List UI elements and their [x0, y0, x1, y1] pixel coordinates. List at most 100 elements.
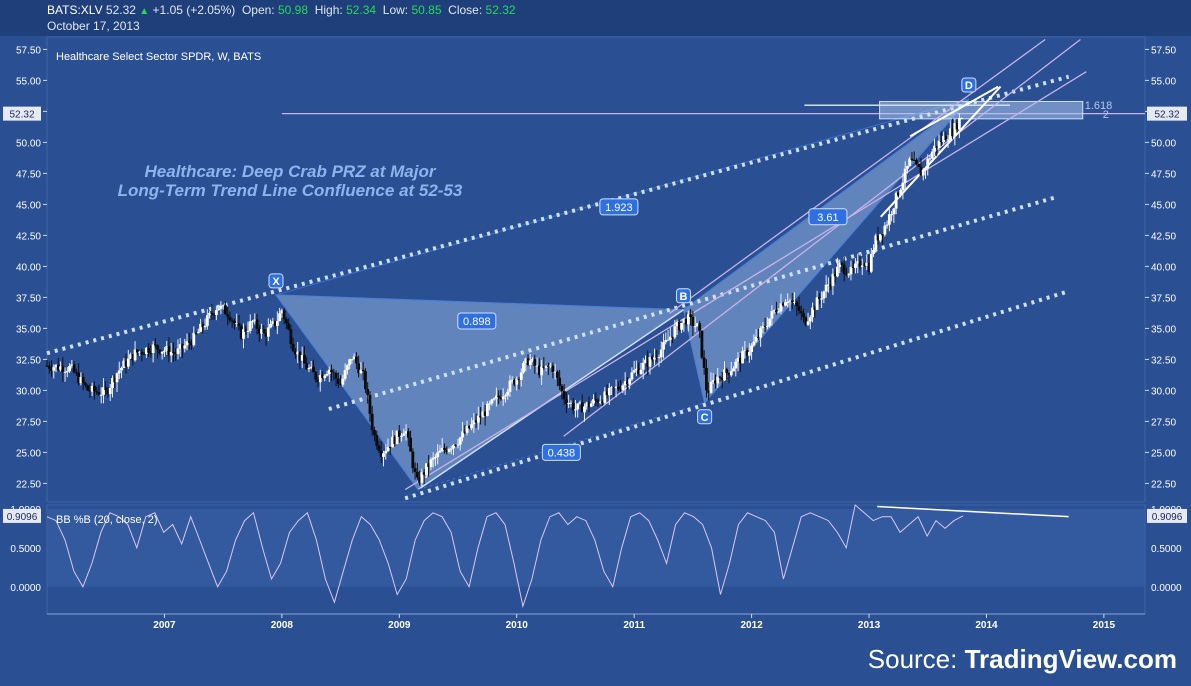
candle-body	[99, 394, 103, 396]
candle-body	[447, 449, 451, 452]
candle-body	[944, 135, 948, 141]
candle-body	[910, 158, 914, 160]
candle-body	[558, 377, 562, 386]
candle-body	[187, 341, 191, 343]
candle-body	[406, 431, 410, 438]
candle-body	[569, 402, 573, 404]
candle-body	[659, 349, 663, 358]
osc-tick-label-left: 0.5000	[10, 544, 41, 555]
candle-body	[727, 372, 731, 376]
candle-body	[531, 358, 534, 361]
candle-body	[203, 325, 207, 328]
y-tick-label-right: 55.00	[1151, 76, 1176, 87]
candle-body	[165, 346, 169, 351]
channel-line	[563, 38, 1081, 437]
candle-body	[705, 367, 708, 391]
candle-body	[316, 379, 320, 383]
candle-body	[729, 371, 733, 376]
candle-body	[476, 415, 480, 423]
osc-value-tag-right	[1147, 508, 1187, 523]
candle-body	[840, 263, 844, 265]
candle-body	[741, 351, 744, 364]
candle-body	[924, 168, 927, 170]
candle-body	[718, 376, 722, 378]
candle-body	[655, 357, 659, 359]
candle-body	[424, 463, 428, 475]
candle-body	[524, 358, 528, 364]
candle-body	[413, 468, 417, 472]
candle-body	[933, 145, 936, 152]
ratio-badge	[541, 443, 581, 461]
candle-body	[928, 158, 932, 160]
candle-body	[74, 372, 78, 374]
candle-body	[711, 380, 715, 382]
candle-body	[813, 307, 817, 310]
candle-body	[93, 385, 96, 392]
candle-body	[364, 371, 367, 390]
candle-body	[440, 447, 444, 451]
candle-body	[400, 435, 403, 437]
candle-body	[208, 312, 211, 316]
candle-body	[598, 401, 602, 403]
candle-body	[786, 301, 790, 303]
candle-body	[824, 284, 828, 292]
candle-body	[113, 378, 117, 383]
candle-body	[763, 326, 767, 328]
candle-body	[83, 382, 87, 386]
candle-body	[522, 363, 525, 373]
candle-body	[472, 420, 476, 425]
candle-body	[874, 235, 878, 251]
candle-body	[605, 391, 609, 396]
candle-body	[625, 381, 629, 385]
candle-body	[915, 160, 918, 164]
candle-body	[149, 352, 153, 354]
candle-body	[192, 332, 196, 346]
y-tick-label-left: 47.50	[16, 169, 41, 180]
candle-body	[212, 314, 216, 316]
candle-body	[178, 344, 182, 349]
candle-body	[804, 317, 808, 325]
candle-body	[296, 351, 300, 355]
candle-body	[860, 265, 864, 268]
candle-body	[339, 383, 342, 385]
candle-body	[266, 327, 270, 337]
candle-body	[935, 145, 939, 148]
candle-body	[594, 399, 598, 401]
candle-body	[298, 351, 302, 361]
candle-body	[811, 307, 814, 318]
candle-body	[574, 409, 577, 411]
symbol[interactable]: BATS:XLV	[47, 3, 103, 17]
candle-body	[72, 364, 76, 373]
candle-body	[555, 371, 559, 378]
candle-body	[856, 261, 860, 264]
oscillator-title: BB %B (20, close, 2)	[56, 514, 158, 526]
candle-body	[849, 266, 853, 275]
candle-body	[734, 361, 738, 369]
candle-body	[535, 365, 539, 367]
candle-body	[506, 391, 510, 396]
up-triangle-icon: ▲	[139, 6, 150, 17]
candle-body	[205, 315, 209, 326]
candle-body	[616, 386, 620, 389]
candle-body	[314, 372, 318, 380]
candle-body	[946, 139, 950, 141]
osc-value-tag-left	[3, 508, 41, 523]
last-price-label-right: 52.32	[1154, 110, 1179, 121]
ratio-label: 1.923	[605, 202, 633, 214]
source-brand[interactable]: TradingView.com	[964, 644, 1177, 674]
y-tick-label-left: 50.00	[16, 138, 41, 149]
candle-body	[492, 398, 496, 400]
candle-body	[648, 357, 652, 367]
candle-body	[784, 302, 787, 306]
candle-body	[289, 329, 293, 344]
candle-body	[210, 312, 214, 315]
candle-body	[361, 369, 365, 372]
y-tick-label-left: 25.00	[16, 448, 41, 459]
pattern-point-label: D	[965, 80, 973, 92]
candle-body	[221, 305, 225, 307]
x-tick-label: 2011	[623, 620, 645, 631]
candle-body	[271, 321, 275, 324]
bb-percent-b-line	[46, 504, 964, 609]
candle-body	[201, 323, 205, 328]
